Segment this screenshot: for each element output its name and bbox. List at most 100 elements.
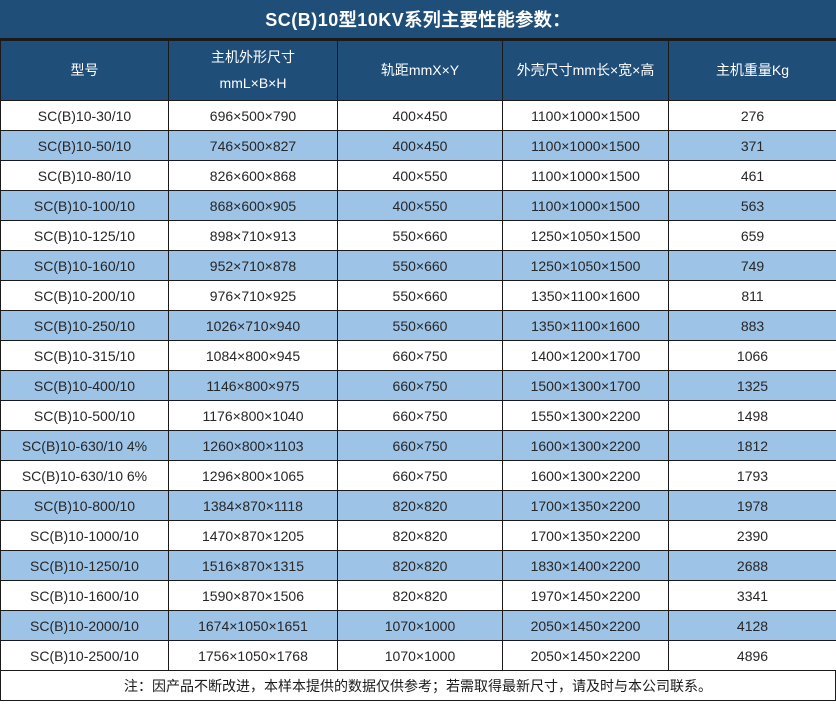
- table-row: SC(B)10-30/10 696×500×790 400×450 1100×1000…: [0, 100, 836, 131]
- cell-model: SC(B)10-315/10: [0, 340, 169, 371]
- header-row: 型号 主机外形尺寸 mmL×B×H 轨距mmX×Y 外壳尺寸mm长×宽×高 主机…: [0, 40, 836, 101]
- cell-weight: 749: [668, 250, 836, 281]
- cell-dimensions: 1384×870×1118: [168, 490, 338, 521]
- cell-model: SC(B)10-160/10: [0, 250, 169, 281]
- cell-dimensions: 746×500×827: [168, 130, 338, 161]
- cell-rail: 1070×1000: [337, 610, 503, 641]
- cell-model: SC(B)10-80/10: [0, 160, 169, 191]
- cell-rail: 400×550: [337, 190, 503, 221]
- cell-shell: 1700×1350×2200: [502, 490, 669, 521]
- cell-shell: 1350×1100×1600: [502, 280, 669, 311]
- col-header-weight-label: 主机重量Kg: [715, 61, 790, 78]
- cell-dimensions: 826×600×868: [168, 160, 338, 191]
- cell-shell: 1250×1050×1500: [502, 220, 669, 251]
- cell-rail: 820×820: [337, 490, 503, 521]
- page-title: SC(B)10型10KV系列主要性能参数：: [0, 0, 836, 40]
- table-row: SC(B)10-800/10 1384×870×1118 820×820 1700×1…: [0, 490, 836, 521]
- table-row: SC(B)10-80/10 826×600×868 400×550 1100×1000…: [0, 160, 836, 191]
- cell-shell: 1830×1400×2200: [502, 550, 669, 581]
- cell-dimensions: 1674×1050×1651: [168, 610, 338, 641]
- cell-dimensions: 1146×800×975: [168, 370, 338, 401]
- cell-rail: 820×820: [337, 550, 503, 581]
- cell-dimensions: 1176×800×1040: [168, 400, 338, 431]
- col-header-rail: 轨距mmX×Y: [337, 40, 503, 101]
- cell-shell: 1600×1300×2200: [502, 430, 669, 461]
- cell-model: SC(B)10-630/10 6%: [0, 460, 169, 491]
- cell-weight: 4128: [668, 610, 836, 641]
- cell-rail: 550×660: [337, 280, 503, 311]
- cell-shell: 1700×1350×2200: [502, 520, 669, 551]
- cell-rail: 400×550: [337, 160, 503, 191]
- cell-model: SC(B)10-500/10: [0, 400, 169, 431]
- cell-model: SC(B)10-630/10 4%: [0, 430, 169, 461]
- cell-dimensions: 1296×800×1065: [168, 460, 338, 491]
- col-header-model-label: 型号: [70, 61, 99, 78]
- table-row: SC(B)10-2500/10 1756×1050×1768 1070×1000 20…: [0, 640, 836, 671]
- spec-table: 型号 主机外形尺寸 mmL×B×H 轨距mmX×Y 外壳尺寸mm长×宽×高 主机…: [0, 40, 836, 671]
- cell-rail: 660×750: [337, 370, 503, 401]
- table-row: SC(B)10-50/10 746×500×827 400×450 1100×1000…: [0, 130, 836, 161]
- col-header-shell: 外壳尺寸mm长×宽×高: [502, 40, 669, 101]
- col-header-shell-label: 外壳尺寸mm长×宽×高: [516, 61, 655, 78]
- cell-shell: 1250×1050×1500: [502, 250, 669, 281]
- table-row: SC(B)10-630/10 4% 1260×800×1103 660×750 160…: [0, 430, 836, 461]
- cell-model: SC(B)10-250/10: [0, 310, 169, 341]
- cell-shell: 1100×1000×1500: [502, 160, 669, 191]
- cell-model: SC(B)10-2000/10: [0, 610, 169, 641]
- cell-rail: 660×750: [337, 400, 503, 431]
- cell-dimensions: 1026×710×940: [168, 310, 338, 341]
- table-row: SC(B)10-1600/10 1590×870×1506 820×820 1970×…: [0, 580, 836, 611]
- cell-dimensions: 1470×870×1205: [168, 520, 338, 551]
- cell-rail: 1070×1000: [337, 640, 503, 671]
- cell-weight: 883: [668, 310, 836, 341]
- cell-model: SC(B)10-100/10: [0, 190, 169, 221]
- cell-model: SC(B)10-30/10: [0, 100, 169, 131]
- cell-shell: 1550×1300×2200: [502, 400, 669, 431]
- cell-weight: 276: [668, 100, 836, 131]
- cell-rail: 820×820: [337, 580, 503, 611]
- cell-dimensions: 952×710×878: [168, 250, 338, 281]
- cell-shell: 1600×1300×2200: [502, 460, 669, 491]
- cell-weight: 1325: [668, 370, 836, 401]
- cell-rail: 550×660: [337, 310, 503, 341]
- cell-rail: 550×660: [337, 250, 503, 281]
- table-row: SC(B)10-1000/10 1470×870×1205 820×820 1700×…: [0, 520, 836, 551]
- table-row: SC(B)10-630/10 6% 1296×800×1065 660×750 160…: [0, 460, 836, 491]
- cell-model: SC(B)10-2500/10: [0, 640, 169, 671]
- cell-dimensions: 696×500×790: [168, 100, 338, 131]
- cell-rail: 400×450: [337, 130, 503, 161]
- cell-weight: 1793: [668, 460, 836, 491]
- cell-model: SC(B)10-1250/10: [0, 550, 169, 581]
- col-header-weight: 主机重量Kg: [668, 40, 836, 101]
- cell-dimensions: 1516×870×1315: [168, 550, 338, 581]
- cell-model: SC(B)10-400/10: [0, 370, 169, 401]
- cell-dimensions: 1756×1050×1768: [168, 640, 338, 671]
- cell-weight: 1066: [668, 340, 836, 371]
- cell-weight: 2390: [668, 520, 836, 551]
- table-row: SC(B)10-315/10 1084×800×945 660×750 1400×12…: [0, 340, 836, 371]
- cell-shell: 2050×1450×2200: [502, 610, 669, 641]
- cell-rail: 400×450: [337, 100, 503, 131]
- cell-model: SC(B)10-50/10: [0, 130, 169, 161]
- cell-model: SC(B)10-1000/10: [0, 520, 169, 551]
- col-header-dimensions: 主机外形尺寸 mmL×B×H: [168, 40, 338, 101]
- cell-weight: 371: [668, 130, 836, 161]
- cell-weight: 2688: [668, 550, 836, 581]
- cell-model: SC(B)10-200/10: [0, 280, 169, 311]
- cell-rail: 550×660: [337, 220, 503, 251]
- cell-rail: 660×750: [337, 430, 503, 461]
- cell-shell: 1970×1450×2200: [502, 580, 669, 611]
- cell-dimensions: 1260×800×1103: [168, 430, 338, 461]
- col-header-model: 型号: [0, 40, 169, 101]
- cell-shell: 1100×1000×1500: [502, 100, 669, 131]
- cell-weight: 1812: [668, 430, 836, 461]
- cell-model: SC(B)10-800/10: [0, 490, 169, 521]
- cell-dimensions: 1590×870×1506: [168, 580, 338, 611]
- cell-rail: 820×820: [337, 520, 503, 551]
- cell-weight: 461: [668, 160, 836, 191]
- cell-shell: 1400×1200×1700: [502, 340, 669, 371]
- cell-shell: 1350×1100×1600: [502, 310, 669, 341]
- cell-dimensions: 868×600×905: [168, 190, 338, 221]
- cell-rail: 660×750: [337, 460, 503, 491]
